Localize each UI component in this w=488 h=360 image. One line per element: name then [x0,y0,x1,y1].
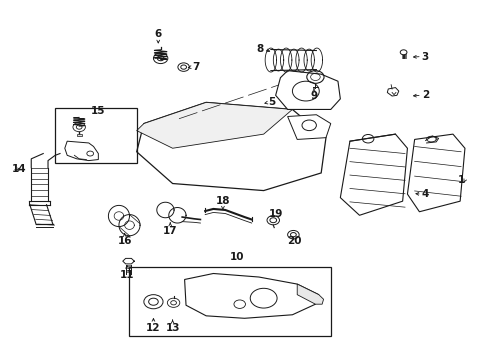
Polygon shape [137,102,292,148]
Text: 2: 2 [421,90,428,100]
Text: 4: 4 [421,189,428,199]
Text: 15: 15 [91,107,105,117]
Polygon shape [275,71,340,109]
Text: 9: 9 [310,91,317,101]
Text: 16: 16 [117,237,132,247]
Text: 8: 8 [256,45,263,54]
Polygon shape [407,134,464,212]
Polygon shape [64,141,98,161]
Text: 10: 10 [229,252,244,262]
Text: 7: 7 [191,62,199,72]
Text: 18: 18 [215,197,230,207]
Text: 19: 19 [268,209,282,219]
Text: 6: 6 [154,29,162,39]
Text: 13: 13 [165,323,180,333]
Text: 12: 12 [146,323,161,333]
Text: 11: 11 [120,270,134,280]
Bar [55,108,137,163]
Circle shape [399,50,406,55]
Bar [129,267,330,336]
Polygon shape [386,87,398,96]
Polygon shape [287,115,330,139]
Bar [77,134,81,136]
Text: 20: 20 [287,237,302,247]
Text: 17: 17 [163,226,177,236]
Polygon shape [184,274,318,318]
Polygon shape [137,102,325,190]
Text: 5: 5 [268,98,275,107]
Polygon shape [340,134,407,215]
Polygon shape [297,284,323,304]
Text: 1: 1 [457,175,464,185]
Text: 14: 14 [12,165,27,174]
Text: 3: 3 [421,51,428,62]
